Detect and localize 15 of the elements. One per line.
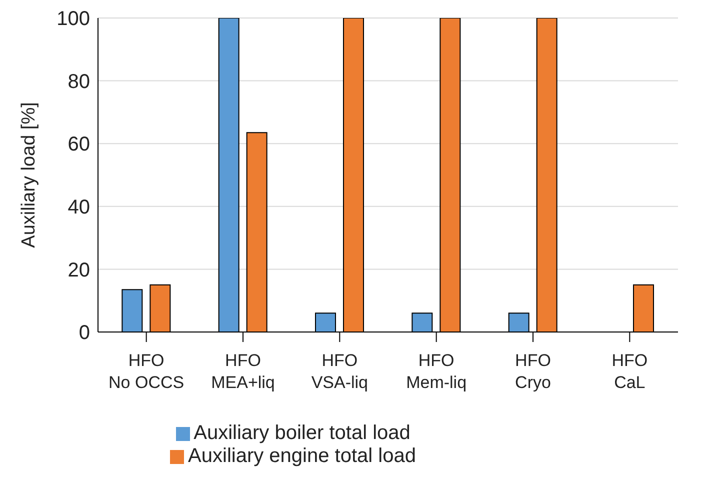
y-tick-label: 80: [68, 70, 90, 93]
x-tick-label: HFO VSA-liq: [311, 351, 368, 392]
y-tick-label: 20: [68, 259, 90, 282]
x-tick-label: HFO MEA+liq: [211, 351, 275, 392]
y-tick-label: 60: [68, 134, 90, 156]
x-tick-label: HFO Mem-liq: [406, 351, 467, 392]
legend-label: Auxiliary engine total load: [188, 445, 416, 467]
y-tick-label: 100: [56, 8, 90, 30]
legend-label: Auxiliary boiler total load: [194, 422, 410, 444]
y-tick-label: 0: [78, 322, 90, 344]
y-tick-label: 40: [68, 196, 90, 218]
x-tick-label: HFO No OCCS: [108, 351, 184, 392]
x-tick-label: HFO CaL: [612, 351, 648, 392]
x-tick-label: HFO Cryo: [515, 351, 551, 392]
y-axis-title: Auxiliary load [%]: [18, 102, 40, 248]
